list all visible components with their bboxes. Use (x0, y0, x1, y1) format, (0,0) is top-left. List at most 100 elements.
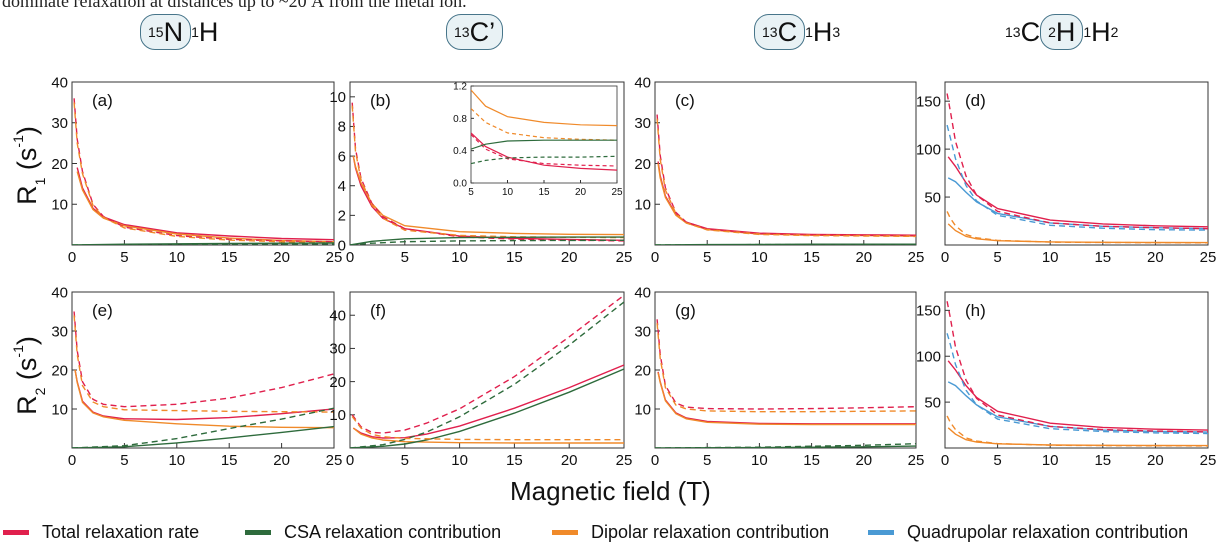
y-tick-label: 20 (51, 362, 68, 379)
x-tick-label: 5 (703, 249, 711, 266)
x-tick-label: 15 (506, 249, 523, 266)
series-group (72, 98, 334, 245)
series-group (946, 93, 1208, 244)
y-tick-label: 8 (338, 119, 346, 136)
series-quad-dashed (946, 124, 1208, 231)
y-tick-label: 1.2 (453, 82, 467, 93)
y-tick-label: 10 (51, 401, 68, 418)
y-tick-label: 100 (916, 348, 941, 365)
y-tick-label: 10 (634, 401, 651, 418)
y-tick-label: 0.0 (453, 179, 467, 190)
x-tick-label: 15 (538, 187, 550, 198)
plot-frame (944, 291, 1209, 449)
y-tick-label: 0.8 (453, 114, 467, 125)
x-tick-label: 15 (803, 452, 820, 469)
series-csa-dashed (655, 443, 916, 448)
panel-label-f: (f) (370, 301, 386, 320)
x-tick-label: 0 (346, 452, 354, 469)
x-tick-label: 20 (855, 249, 872, 266)
x-tick-label: 15 (1094, 452, 1111, 469)
y-tick-label: 50 (924, 394, 941, 411)
series-group (946, 301, 1208, 447)
legend-swatch (245, 530, 271, 535)
y-tick-label: 30 (634, 323, 651, 340)
plot-frame (71, 81, 335, 246)
legend-swatch (3, 530, 29, 535)
x-tick-label: 0 (68, 452, 76, 469)
x-tick-label: 20 (561, 452, 578, 469)
panel-label-a: (a) (92, 91, 113, 110)
x-tick-label: 10 (751, 249, 768, 266)
x-tick-label: 10 (502, 187, 514, 198)
x-axis-label: Magnetic field (T) (510, 476, 711, 506)
series-total-dashed (946, 301, 1208, 433)
x-tick-label: 20 (575, 187, 587, 198)
x-tick-label: 5 (993, 249, 1001, 266)
y-tick-label: 10 (329, 89, 346, 106)
x-tick-label: 0 (941, 249, 949, 266)
x-tick-label: 10 (751, 452, 768, 469)
y-tick-label: 40 (634, 284, 651, 301)
x-tick-label: 20 (855, 452, 872, 469)
x-tick-label: 10 (1042, 452, 1059, 469)
series-total-dashed (946, 93, 1208, 230)
x-tick-label: 0 (941, 452, 949, 469)
panel-label-c: (c) (675, 91, 695, 110)
series-total-solid (947, 156, 1208, 228)
y-tick-label: 30 (51, 115, 68, 132)
series-group (655, 114, 916, 245)
series-csa-solid (72, 425, 334, 448)
legend-item-dipolar: Dipolar relaxation contribution (552, 522, 829, 543)
series-csa-dashed (72, 407, 334, 448)
series-group (350, 102, 624, 245)
y-tick-label: 30 (51, 323, 68, 340)
panel-d: 0 5 10 15 20 25 50 100 150 (d) (916, 81, 1216, 266)
x-tick-label: 10 (168, 452, 185, 469)
x-tick-label: 20 (561, 249, 578, 266)
x-tick-label: 0 (651, 452, 659, 469)
y-tick-label: 2 (338, 208, 346, 225)
series-dipolar-dashed (946, 415, 1208, 447)
y-tick-label: 10 (51, 197, 68, 214)
legend-swatch (868, 530, 894, 535)
x-tick-label: 15 (506, 452, 523, 469)
plot-frame (944, 81, 1209, 246)
y-tick-label: 6 (338, 148, 346, 165)
panel-a: 0 5 10 15 20 25 10 20 30 40 (a) (51, 74, 342, 266)
y-tick-label: 20 (51, 156, 68, 173)
panel-b-inset: 5 10 15 20 25 0.0 0.4 0.8 1.2 (453, 82, 623, 199)
x-tick-label: 10 (1042, 249, 1059, 266)
column-header-15n: 15 N 1 H (140, 10, 218, 54)
x-tick-label: 5 (120, 249, 128, 266)
series-dipolar-dashed (656, 323, 916, 413)
labeled-nucleus-box: 13 C (754, 14, 806, 50)
panel-label-b: (b) (370, 91, 391, 110)
series-dipolar-dashed (73, 315, 334, 413)
x-tick-label: 5 (703, 452, 711, 469)
y-tick-label: 150 (916, 303, 941, 320)
series-csa-dashed (72, 243, 334, 245)
plot-frame (654, 81, 917, 246)
series-group (350, 294, 624, 448)
panel-label-h: (h) (965, 301, 986, 320)
x-tick-label: 25 (326, 452, 343, 469)
series-total-dashed (471, 134, 617, 167)
y-tick-label: 50 (924, 189, 941, 206)
caption-fragment: dominate relaxation at distances up to ~… (2, 0, 467, 11)
series-total-solid (947, 360, 1208, 431)
y-tick-label: 4 (338, 178, 346, 195)
x-tick-label: 5 (120, 452, 128, 469)
series-total-dashed (73, 98, 334, 243)
x-tick-label: 5 (401, 249, 409, 266)
series-csa-solid (471, 139, 617, 150)
y-tick-label: 40 (634, 74, 651, 91)
x-tick-label: 25 (326, 249, 343, 266)
series-dipolar-solid (352, 427, 624, 444)
x-tick-label: 10 (451, 249, 468, 266)
y-tick-label: 100 (916, 141, 941, 158)
series-dipolar-dashed (73, 102, 334, 244)
series-dipolar-solid (471, 89, 617, 127)
plot-frame (71, 291, 335, 449)
legend-item-csa: CSA relaxation contribution (245, 522, 501, 543)
x-tick-label: 0 (68, 249, 76, 266)
